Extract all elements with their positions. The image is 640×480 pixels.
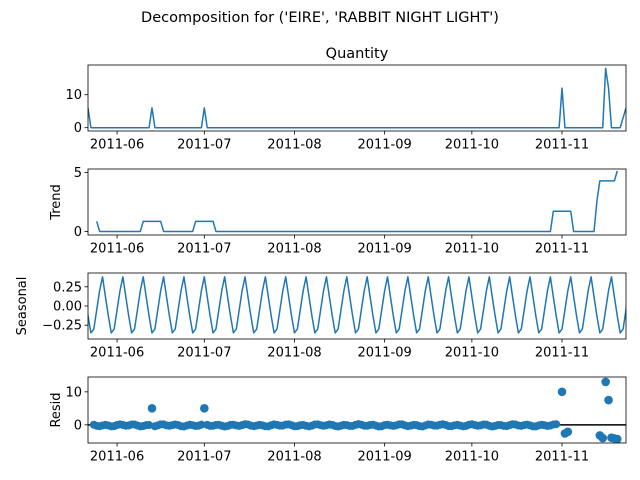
y-tick-label: 0 (74, 225, 82, 240)
resid-point-outlier (557, 387, 567, 397)
x-tick-label: 2011-11 (535, 346, 589, 361)
x-tick-label: 2011-07 (177, 242, 231, 257)
resid-point (197, 420, 206, 429)
x-tick-label: 2011-07 (177, 138, 231, 153)
series-line-trend (95, 170, 619, 233)
x-tick-label: 2011-09 (357, 450, 411, 465)
series-line-seasonal (88, 276, 626, 334)
panel-seasonal-data (88, 276, 626, 334)
x-tick-label: 2011-10 (445, 346, 499, 361)
resid-point-outlier (598, 433, 608, 443)
x-tick-label: 2011-09 (357, 242, 411, 257)
x-tick-label: 2011-11 (535, 450, 589, 465)
y-tick-label: 0 (74, 121, 82, 136)
x-tick-label: 2011-08 (267, 138, 321, 153)
panel-resid-data (88, 377, 626, 443)
panel-title: Quantity (326, 46, 389, 62)
x-tick-label: 2011-11 (535, 242, 589, 257)
x-tick-label: 2011-06 (90, 450, 144, 465)
series-line-observed (88, 67, 626, 129)
y-tick-label: −0.25 (42, 319, 82, 334)
panel-resid: 0 10 2011-06 2011-07 2011-08 2011-09 2011-10 20… (49, 376, 627, 465)
y-tick-label: 10 (65, 88, 82, 103)
resid-point-outlier (604, 395, 613, 405)
y-axis-label: Trend (49, 184, 64, 221)
panel-observed: 0 10 2011-06 2011-07 2011-08 2011-09 2011-10 20… (65, 46, 627, 153)
x-tick-label: 2011-10 (445, 138, 499, 153)
x-tick-label: 2011-06 (90, 242, 144, 257)
x-tick-label: 2011-07 (177, 346, 231, 361)
panel-trend-data (95, 170, 619, 233)
x-tick-label: 2011-09 (357, 346, 411, 361)
panel-observed-data (88, 67, 626, 129)
resid-point (552, 420, 561, 429)
y-tick-label: 0.00 (53, 300, 82, 315)
resid-point-outlier (560, 429, 570, 438)
figure-suptitle: Decomposition for ('EIRE', 'RABBIT NIGHT… (141, 10, 499, 26)
y-tick-label: 5 (74, 166, 82, 181)
x-tick-label: 2011-08 (267, 450, 321, 465)
x-tick-label: 2011-10 (445, 450, 499, 465)
panel-observed-frame (87, 64, 627, 132)
y-tick-label: 0.25 (53, 280, 82, 295)
resid-point-outlier (200, 404, 209, 413)
resid-point-outlier (147, 404, 157, 413)
decomposition-panels: 0 10 2011-06 2011-07 2011-08 2011-09 2011-10 20… (15, 46, 627, 465)
y-axis-label: Resid (49, 392, 64, 427)
panel-trend-frame (87, 168, 627, 236)
x-tick-label: 2011-08 (267, 346, 321, 361)
x-tick-label: 2011-06 (90, 346, 144, 361)
x-tick-label: 2011-09 (357, 138, 411, 153)
x-tick-label: 2011-06 (90, 138, 144, 153)
x-tick-label: 2011-07 (177, 450, 231, 465)
y-axis-label: Seasonal (15, 277, 30, 336)
panel-seasonal: −0.25 0.00 0.25 2011-06 2011-07 2011-08 2011-0… (15, 272, 627, 361)
panel-resid-frame (87, 376, 627, 444)
resid-point-outlier (601, 377, 610, 387)
resid-point-outlier (612, 434, 622, 443)
x-tick-label: 2011-11 (535, 138, 589, 153)
y-tick-label: 0 (74, 418, 82, 433)
panel-trend: 0 5 2011-06 2011-07 2011-08 2011-09 2011-10 201… (49, 166, 627, 257)
y-tick-label: 10 (65, 385, 82, 400)
x-tick-label: 2011-08 (267, 242, 321, 257)
x-tick-label: 2011-10 (445, 242, 499, 257)
